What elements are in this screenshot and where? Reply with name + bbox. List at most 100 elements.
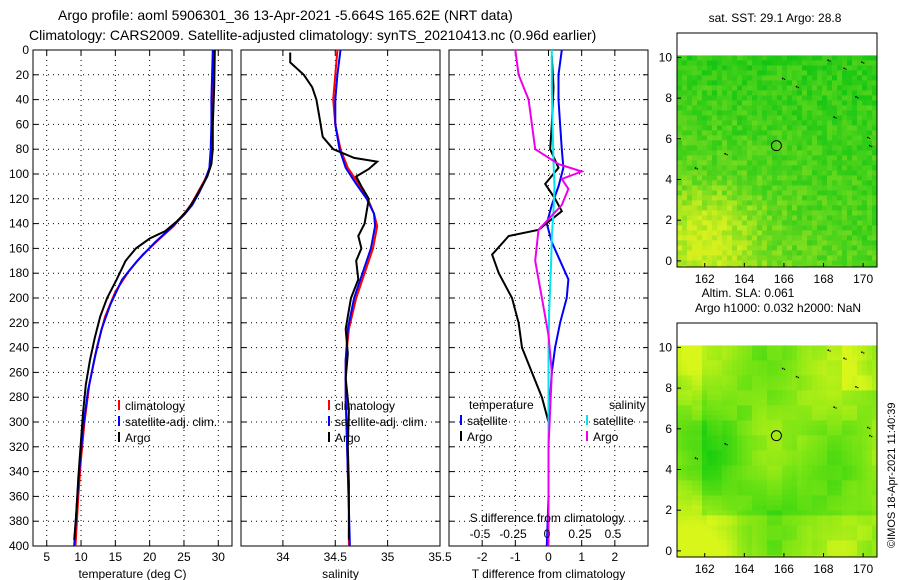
sla_map-xtick-label: 170 bbox=[853, 562, 873, 576]
difference-series-salinity-argo bbox=[514, 49, 585, 546]
temperature-xtick-label: 25 bbox=[177, 550, 191, 564]
sla_map-xtick-label: 164 bbox=[734, 562, 754, 576]
salinity-series-satellite-adj-clim- bbox=[334, 49, 377, 547]
sla_map-tick-marks bbox=[677, 346, 864, 557]
temperature-ytick-label: 400 bbox=[9, 539, 29, 553]
sst_map-ytick-label: 10 bbox=[659, 50, 673, 64]
salinity-xtick-label: 35.5 bbox=[428, 550, 452, 564]
temperature-ytick-label: 60 bbox=[16, 117, 30, 131]
difference-legend-salinity-argo-label: Argo bbox=[593, 430, 619, 444]
sst_map-xtick-label: 166 bbox=[774, 272, 794, 286]
temperature-legend-item-label: Argo bbox=[125, 431, 151, 445]
sst_map-xtick-label: 170 bbox=[853, 272, 873, 286]
sst_map-frame bbox=[676, 32, 878, 268]
difference-legend-temperature-argo-label: Argo bbox=[467, 430, 493, 444]
sst_map-xtick-label: 162 bbox=[695, 272, 715, 286]
difference-salinity-tick-label: 0.25 bbox=[568, 527, 592, 541]
sst_map-ytick-label: 2 bbox=[665, 213, 672, 227]
temperature-ytick-label: 220 bbox=[9, 316, 29, 330]
sst_map-tick-marks bbox=[677, 56, 864, 267]
salinity-series-climatology bbox=[332, 49, 379, 546]
sla_map-ytick-label: 8 bbox=[665, 381, 672, 395]
sla_map-ytick-label: 10 bbox=[659, 340, 673, 354]
sst_map-argo-location-marker bbox=[770, 140, 782, 152]
temperature-ytick-label: 280 bbox=[9, 390, 29, 404]
temperature-ytick-label: 140 bbox=[9, 217, 29, 231]
sla_map-ytick-label: 4 bbox=[665, 463, 672, 477]
sla_map-ytick-label: 2 bbox=[665, 503, 672, 517]
temperature-ytick-label: 180 bbox=[9, 266, 29, 280]
sla_map-argo-location-marker bbox=[770, 430, 782, 442]
sla_map-xtick-label: 166 bbox=[774, 562, 794, 576]
difference-series-temperature-argo bbox=[490, 56, 564, 540]
salinity-xtick-label: 34 bbox=[276, 550, 290, 564]
sla_map-frame bbox=[676, 322, 878, 558]
difference-salinity-tick-label: -0.25 bbox=[499, 527, 527, 541]
temperature-ytick-label: 100 bbox=[9, 167, 29, 181]
temperature-xlabel: temperature (deg C) bbox=[78, 567, 186, 580]
difference-legend-temperature-heading: temperature bbox=[469, 398, 534, 412]
sst_map-islands bbox=[694, 59, 873, 170]
temperature-ytick-label: 160 bbox=[9, 241, 29, 255]
sst_map-ytick-label: 4 bbox=[665, 173, 672, 187]
salinity-xtick-label: 35 bbox=[381, 550, 395, 564]
salinity-tick-marks bbox=[241, 49, 441, 547]
difference-xtick-label: 0 bbox=[545, 550, 552, 564]
temperature-ytick-label: 20 bbox=[16, 68, 30, 82]
temperature-ytick-label: 320 bbox=[9, 440, 29, 454]
sla_map-cells bbox=[677, 345, 878, 558]
temperature-legend-item-label: climatology bbox=[125, 399, 185, 413]
temperature-legend-item-label: satellite-adj. clim. bbox=[125, 415, 217, 429]
title-line-1: Argo profile: aoml 5906301_36 13-Apr-202… bbox=[58, 7, 513, 23]
sla-map-title: Altim. SLA: 0.061 bbox=[702, 286, 795, 300]
temperature-axes-frame bbox=[32, 49, 233, 547]
salinity-legend-item-label: climatology bbox=[335, 399, 395, 413]
temperature-xtick-label: 20 bbox=[143, 550, 157, 564]
sst_map-ytick-label: 6 bbox=[665, 132, 672, 146]
sst_map-cells bbox=[677, 55, 878, 268]
temperature-ytick-label: 120 bbox=[9, 192, 29, 206]
temperature-series-satellite-adj-clim- bbox=[73, 49, 214, 547]
difference-xlabel: T difference from climatology bbox=[472, 567, 626, 580]
salinity-axes-frame bbox=[240, 49, 441, 547]
temperature-ytick-label: 40 bbox=[16, 93, 30, 107]
title-line-2: Climatology: CARS2009. Satellite-adjuste… bbox=[29, 27, 596, 43]
salinity-series-argo bbox=[289, 52, 380, 540]
difference-legend-salinity-heading: salinity bbox=[609, 398, 646, 412]
salinity-grid bbox=[241, 49, 441, 547]
temperature-xtick-label: 15 bbox=[109, 550, 123, 564]
temperature-legend: climatology satellite-adj. clim. Argo bbox=[118, 399, 217, 445]
sst_map-xtick-label: 168 bbox=[814, 272, 834, 286]
temperature-ytick-label: 0 bbox=[22, 43, 29, 57]
sst_map-xtick-label: 164 bbox=[734, 272, 754, 286]
temperature-ytick-label: 240 bbox=[9, 341, 29, 355]
temperature-ytick-label: 260 bbox=[9, 365, 29, 379]
credit-text: ©IMOS 18-Apr-2021 11:40:39 bbox=[886, 403, 898, 548]
salinity-xtick-label: 34.5 bbox=[324, 550, 348, 564]
difference-xtick-label: 1 bbox=[578, 550, 585, 564]
temperature-ytick-label: 340 bbox=[9, 465, 29, 479]
sla-map-subtitle: Argo h1000: 0.032 h2000: NaN bbox=[695, 301, 861, 315]
temperature-ytick-label: 80 bbox=[16, 142, 30, 156]
sla_map-xtick-label: 168 bbox=[814, 562, 834, 576]
sst-map-title: sat. SST: 29.1 Argo: 28.8 bbox=[709, 11, 842, 25]
temperature-grid bbox=[33, 49, 232, 547]
temperature-tick-marks bbox=[33, 49, 232, 547]
difference-salinity-tick-label: -0.5 bbox=[470, 527, 491, 541]
difference-series-salinity-satellite bbox=[547, 50, 556, 546]
temperature-ytick-label: 300 bbox=[9, 415, 29, 429]
salinity-legend-item-label: satellite-adj. clim. bbox=[335, 415, 427, 429]
difference-legend: temperature satellite Argo salinity satellit… bbox=[460, 398, 646, 444]
sst_map-ytick-label: 8 bbox=[665, 91, 672, 105]
difference-legend-temperature-satellite-label: satellite bbox=[467, 414, 508, 428]
sla_map-islands bbox=[694, 349, 873, 460]
temperature-series-argo bbox=[73, 49, 216, 540]
salinity-legend: climatology satellite-adj. clim. Argo bbox=[328, 399, 427, 445]
salinity-xlabel: salinity bbox=[322, 567, 359, 580]
difference-salinity-tick-label: 0 bbox=[544, 527, 551, 541]
temperature-profile-panel: 5 10 15 20 25 3002040608010012014016018020022… bbox=[9, 43, 233, 580]
difference-profile-panel: -2 -1 0 1 2 T difference from climatology temp… bbox=[448, 49, 649, 580]
sla_map-ytick-label: 0 bbox=[665, 544, 672, 558]
